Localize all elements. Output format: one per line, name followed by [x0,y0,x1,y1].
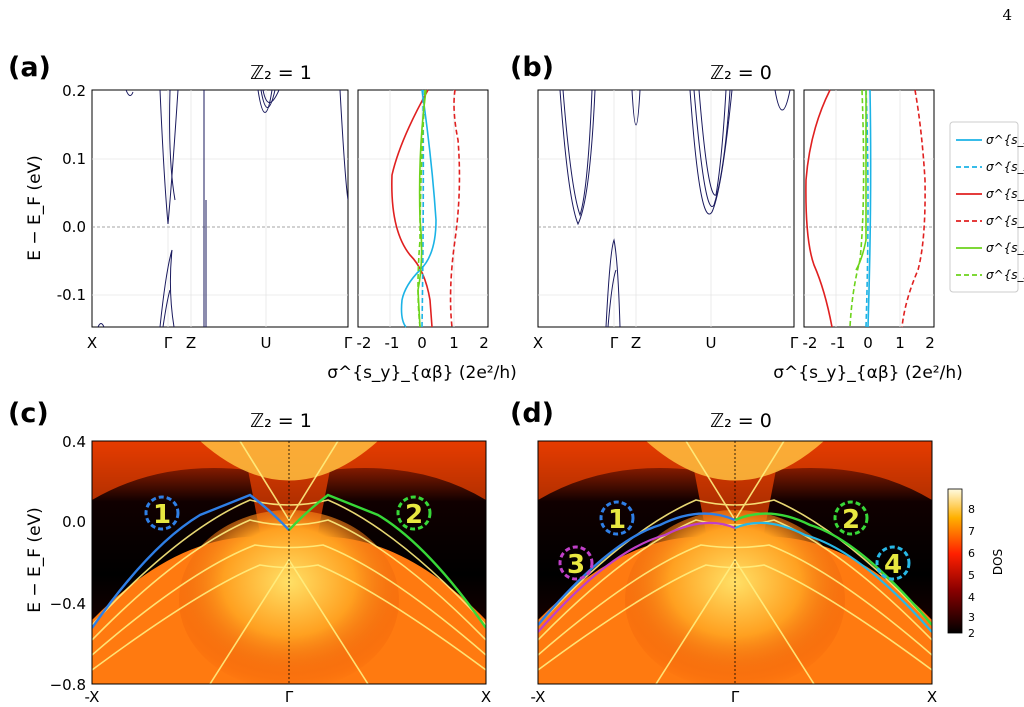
svg-text:X: X [533,334,543,352]
svg-text:Z: Z [631,334,641,352]
svg-text:σ^{s_x}_{zy}: σ^{s_x}_{zy} [986,160,1024,174]
svg-text:-1: -1 [831,334,846,352]
svg-text:U: U [706,334,717,352]
svg-text:4: 4 [884,550,902,580]
svg-text:8: 8 [968,503,975,516]
svg-text:0.2: 0.2 [62,82,86,100]
dos-yticks-c: 0.4 0.0 −0.4 −0.8 [50,433,86,694]
svg-text:2: 2 [405,500,423,530]
svg-text:1: 1 [608,505,626,535]
shc-xticks-a: -2 -1 0 1 2 [357,334,489,352]
svg-text:0.0: 0.0 [62,513,86,531]
svg-text:σ^{s_z}_{xy}: σ^{s_z}_{xy} [986,241,1024,255]
svg-text:0.4: 0.4 [62,433,86,451]
region-marker-d1: 1 [599,500,635,536]
band-xticks-a: X Γ Z U Γ [87,334,353,352]
svg-text:Γ: Γ [790,334,799,352]
svg-text:U: U [261,334,272,352]
shc-xlabel-b: σ^{s_y}_{αβ} (2e²/h) [773,363,963,383]
svg-text:2: 2 [842,505,860,535]
panel-title-b: ℤ₂ = 0 [710,62,772,84]
shc-xlabel-a: σ^{s_y}_{αβ} (2e²/h) [327,363,517,383]
band-yticks-a: 0.2 0.1 0.0 -0.1 [57,82,86,304]
svg-text:-2: -2 [803,334,818,352]
svg-text:Γ: Γ [344,334,353,352]
svg-text:2: 2 [925,334,935,352]
svg-text:0.1: 0.1 [62,150,86,168]
dos-ylabel: E − E_F (eV) [25,507,45,613]
svg-text:3: 3 [968,611,975,624]
band-xticks-b: X Γ Z U Γ [533,334,799,352]
svg-text:-0.1: -0.1 [57,286,86,304]
svg-text:-X: -X [531,688,546,706]
svg-text:0.0: 0.0 [62,218,86,236]
svg-text:X: X [927,688,937,706]
panel-title-d: ℤ₂ = 0 [710,410,772,432]
svg-text:X: X [481,688,491,706]
svg-text:Z: Z [186,334,196,352]
dos-xticks-c: -X Γ X [85,688,492,706]
svg-text:−0.4: −0.4 [50,595,86,613]
legend-entry: σ^{s_z}_{xy} [956,241,1024,255]
svg-text:-2: -2 [357,334,372,352]
panel-label-d: (d) [510,398,555,429]
svg-text:σ^{s_y}_{zx}: σ^{s_y}_{zx} [986,214,1024,228]
band-panel-b [537,89,795,328]
svg-text:Γ: Γ [164,334,173,352]
colorbar: 8 7 6 5 4 3 2 DOS [947,488,1005,640]
panel-label-a: (a) [8,52,51,83]
panel-label-b: (b) [510,52,555,83]
svg-text:Γ: Γ [285,688,294,706]
shc-panel-a [357,89,489,328]
region-marker-d3: 3 [558,545,594,581]
svg-text:1: 1 [153,500,171,530]
svg-text:Γ: Γ [610,334,619,352]
svg-text:σ^{s_x}_{yz}: σ^{s_x}_{yz} [986,133,1024,147]
dos-xticks-d: -X Γ X [531,688,938,706]
colorbar-label: DOS [991,549,1005,575]
shc-panel-b [803,89,935,328]
region-marker-c2: 2 [396,495,432,531]
region-marker-c1: 1 [144,495,180,531]
legend-entry: σ^{s_x}_{zy} [956,160,1024,174]
region-marker-d4: 4 [875,545,911,581]
band-ylabel: E − E_F (eV) [25,155,45,261]
svg-text:5: 5 [968,569,975,582]
svg-text:2: 2 [479,334,489,352]
svg-text:6: 6 [968,547,975,560]
svg-text:2: 2 [968,627,975,640]
svg-text:7: 7 [968,525,975,538]
panel-label-c: (c) [8,398,49,429]
legend-entry: σ^{s_z}_{yx} [956,268,1024,282]
legend-entry: σ^{s_x}_{yz} [956,133,1024,147]
svg-text:1: 1 [449,334,459,352]
svg-text:0: 0 [863,334,873,352]
svg-text:-X: -X [85,688,100,706]
shc-xticks-b: -2 -1 0 1 2 [803,334,935,352]
svg-text:0: 0 [417,334,427,352]
svg-text:σ^{s_y}_{xz}: σ^{s_y}_{xz} [986,187,1024,201]
legend: σ^{s_x}_{yz} σ^{s_x}_{zy} σ^{s_y}_{xz} σ… [949,121,1024,293]
legend-entry: σ^{s_y}_{xz} [956,187,1024,201]
dos-panel-d [538,441,932,684]
svg-text:Γ: Γ [731,688,740,706]
svg-text:4: 4 [968,591,975,604]
dos-panel-c [92,441,486,684]
panel-title-a: ℤ₂ = 1 [250,62,312,84]
region-marker-d2: 2 [833,500,869,536]
svg-text:−0.8: −0.8 [50,676,86,694]
svg-text:σ^{s_z}_{yx}: σ^{s_z}_{yx} [986,268,1024,282]
svg-text:X: X [87,334,97,352]
svg-text:-1: -1 [385,334,400,352]
page-number: 4 [1002,6,1012,24]
legend-entry: σ^{s_y}_{zx} [956,214,1024,228]
svg-text:3: 3 [567,550,585,580]
svg-text:1: 1 [895,334,905,352]
panel-title-c: ℤ₂ = 1 [250,410,312,432]
band-panel-a [91,89,349,328]
